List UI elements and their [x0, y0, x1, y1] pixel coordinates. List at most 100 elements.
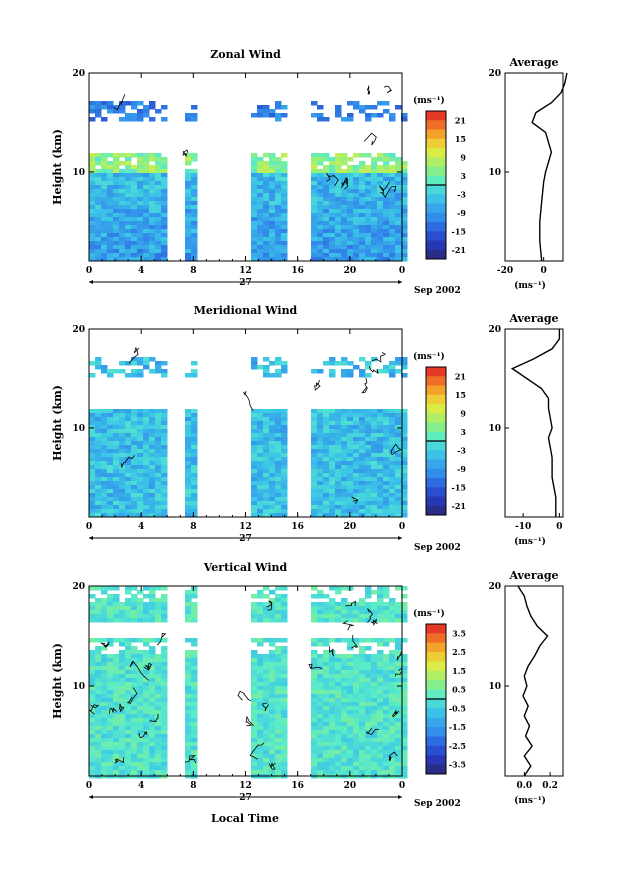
heatmap-cell: [101, 690, 108, 695]
heatmap-cell: [353, 710, 360, 715]
heatmap-cell: [137, 453, 144, 458]
heatmap-cell: [377, 481, 384, 486]
heatmap-cell: [353, 457, 360, 462]
heatmap-cell: [371, 513, 378, 518]
heatmap-cell: [341, 682, 348, 687]
heatmap-cell: [281, 433, 288, 438]
heatmap-cell: [131, 429, 138, 434]
heatmap-cell: [389, 365, 396, 370]
heatmap-cell: [395, 662, 402, 667]
heatmap-cell: [383, 742, 390, 747]
heatmap-cell: [113, 762, 120, 767]
heatmap-cell: [335, 762, 342, 767]
heatmap-cell: [155, 618, 162, 623]
heatmap-cell: [107, 694, 114, 699]
heatmap-cell: [161, 433, 168, 438]
heatmap-cell: [263, 690, 270, 695]
heatmap-cell: [107, 437, 114, 442]
heatmap-cell: [191, 497, 198, 502]
heatmap-cell: [269, 201, 276, 206]
contour-line: [367, 608, 374, 623]
heatmap-cell: [335, 453, 342, 458]
heatmap-cell: [161, 598, 168, 603]
heatmap-cell: [95, 509, 102, 514]
heatmap-cell: [377, 658, 384, 663]
heatmap-cell: [107, 177, 114, 182]
heatmap-cell: [131, 594, 138, 599]
heatmap-cell: [119, 173, 126, 178]
heatmap-cell: [281, 189, 288, 194]
heatmap-cell: [89, 173, 96, 178]
heatmap-cell: [89, 734, 96, 739]
heatmap-cell: [137, 770, 144, 775]
heatmap-cell: [95, 209, 102, 214]
heatmap-cell: [149, 762, 156, 767]
heatmap-cell: [185, 754, 192, 759]
heatmap-cell: [371, 457, 378, 462]
heatmap-cell: [185, 373, 192, 378]
heatmap-cell: [155, 245, 162, 250]
heatmap-cell: [89, 249, 96, 254]
heatmap-cell: [329, 702, 336, 707]
heatmap-cell: [341, 117, 348, 122]
colorbar-swatch: [426, 642, 446, 653]
heatmap-cell: [137, 373, 144, 378]
heatmap-cell: [101, 449, 108, 454]
heatmap-cell: [323, 606, 330, 611]
heatmap-cell: [191, 618, 198, 623]
heatmap-cell: [377, 413, 384, 418]
heatmap-cell: [101, 157, 108, 162]
heatmap-cell: [347, 662, 354, 667]
heatmap-cell: [401, 614, 408, 619]
heatmap-cell: [161, 505, 168, 510]
heatmap-cell: [131, 766, 138, 771]
heatmap-cell: [371, 489, 378, 494]
heatmap-cell: [281, 746, 288, 751]
heatmap-cell: [389, 485, 396, 490]
heatmap-cell: [323, 742, 330, 747]
heatmap-cell: [359, 461, 366, 466]
heatmap-cell: [347, 417, 354, 422]
heatmap-cell: [389, 694, 396, 699]
heatmap-cell: [329, 710, 336, 715]
heatmap-cell: [125, 754, 132, 759]
heatmap-cell: [137, 161, 144, 166]
heatmap-cell: [359, 658, 366, 663]
heatmap-cell: [329, 221, 336, 226]
colorbar-swatch: [426, 129, 446, 140]
heatmap-cell: [143, 746, 150, 751]
heatmap-cell: [119, 505, 126, 510]
heatmap-cell: [257, 722, 264, 727]
heatmap-cell: [323, 245, 330, 250]
heatmap-cell: [161, 638, 168, 643]
heatmap-cell: [311, 457, 318, 462]
heatmap-cell: [257, 690, 264, 695]
heatmap-cell: [89, 610, 96, 615]
heatmap-cell: [263, 357, 270, 362]
heatmap-cell: [269, 221, 276, 226]
heatmap-cell: [131, 658, 138, 663]
heatmap-cell: [395, 493, 402, 498]
heatmap-cell: [329, 505, 336, 510]
heatmap-cell: [317, 433, 324, 438]
contour-line: [368, 366, 379, 375]
heatmap-cell: [251, 461, 258, 466]
heatmap-cell: [257, 453, 264, 458]
heatmap-cell: [251, 157, 258, 162]
heatmap-cell: [323, 614, 330, 619]
heatmap-cell: [395, 694, 402, 699]
heatmap-cell: [263, 217, 270, 222]
heatmap-cell: [329, 413, 336, 418]
heatmap-cell: [329, 682, 336, 687]
heatmap-cell: [155, 453, 162, 458]
heatmap-cell: [95, 221, 102, 226]
heatmap-cell: [371, 485, 378, 490]
heatmap-cell: [155, 221, 162, 226]
heatmap-cell: [317, 686, 324, 691]
heatmap-cell: [191, 481, 198, 486]
heatmap-cell: [143, 473, 150, 478]
heatmap-cell: [347, 117, 354, 122]
heatmap-cell: [377, 678, 384, 683]
heatmap-cell: [311, 253, 318, 258]
heatmap-cell: [311, 690, 318, 695]
